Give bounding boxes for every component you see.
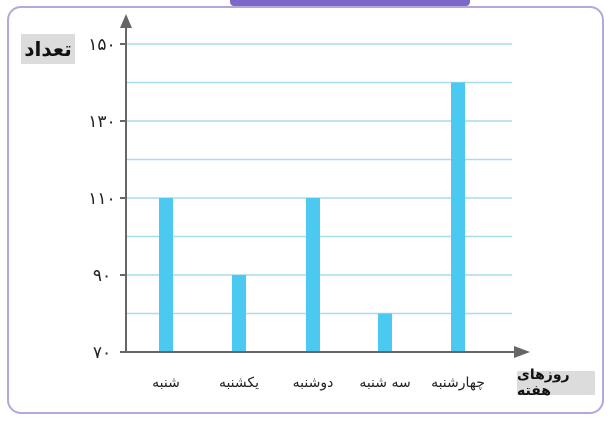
bars bbox=[159, 82, 465, 352]
y-tick-label: ۱۱۰ bbox=[88, 189, 115, 209]
axes bbox=[120, 14, 530, 358]
y-axis-title: تعداد bbox=[21, 34, 75, 64]
x-axis-title: روزهای هفته bbox=[517, 367, 595, 399]
bar bbox=[232, 275, 246, 352]
top-decoration bbox=[230, 0, 470, 6]
y-tick-label: ۷۰ bbox=[93, 343, 111, 363]
x-tick-label: شنبه bbox=[152, 375, 180, 391]
chart-frame bbox=[7, 6, 604, 414]
x-axis-arrow bbox=[514, 346, 530, 358]
y-axis-arrow bbox=[120, 14, 132, 28]
y-tick-label: ۹۰ bbox=[93, 266, 111, 286]
y-tick-labels: ۷۰ ۹۰ ۱۱۰ ۱۳۰ ۱۵۰ bbox=[88, 35, 115, 363]
bar bbox=[378, 313, 392, 352]
bar bbox=[451, 82, 465, 352]
y-tick-label: ۱۳۰ bbox=[88, 112, 115, 132]
x-tick-labels: شنبه یکشنبه دوشنبه سه شنبه چهارشنبه bbox=[152, 375, 485, 391]
x-tick-label: یکشنبه bbox=[219, 375, 259, 391]
x-tick-label: دوشنبه bbox=[293, 375, 334, 391]
bar bbox=[306, 198, 320, 352]
x-tick-label: چهارشنبه bbox=[431, 375, 485, 391]
bar bbox=[159, 198, 173, 352]
x-tick-label: سه شنبه bbox=[359, 375, 410, 391]
y-tick-label: ۱۵۰ bbox=[88, 35, 115, 55]
